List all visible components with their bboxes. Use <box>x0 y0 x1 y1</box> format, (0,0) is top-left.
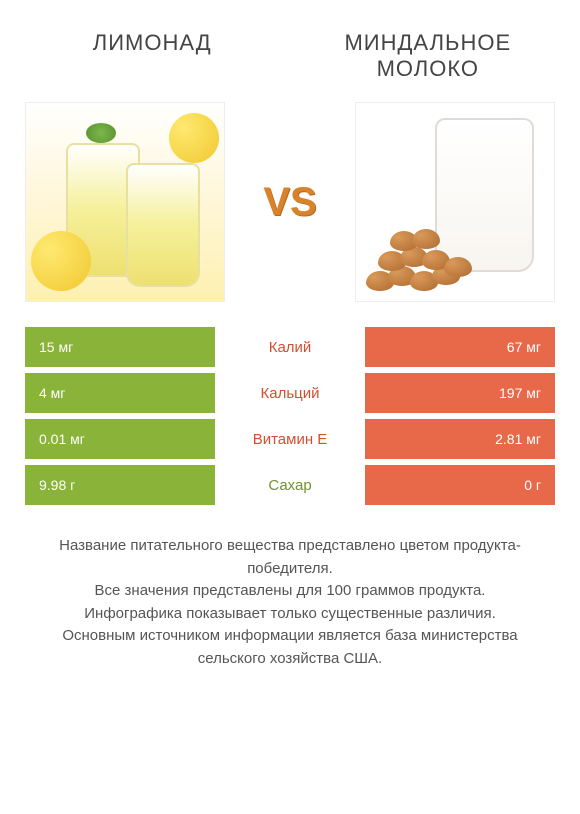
value-right: 2.81 мг <box>365 419 555 459</box>
footer-notes: Название питательного вещества представл… <box>25 535 555 670</box>
footer-line: Название питательного вещества представл… <box>35 535 545 580</box>
nutrient-label: Кальций <box>215 373 365 413</box>
lemon-icon <box>31 231 91 291</box>
comparison-row: 15 мгКалий67 мг <box>25 327 555 367</box>
product-right-title: МИНДАЛЬНОЕ МОЛОКО <box>301 30 555 82</box>
comparison-row: 9.98 гСахар0 г <box>25 465 555 505</box>
comparison-table: 15 мгКалий67 мг 4 мгКальций197 мг 0.01 мгВ… <box>25 327 555 505</box>
lemon-icon <box>169 113 219 163</box>
footer-line: Все значения представлены для 100 граммо… <box>35 580 545 603</box>
value-left: 9.98 г <box>25 465 215 505</box>
nutrient-label: Витамин E <box>215 419 365 459</box>
value-right: 67 мг <box>365 327 555 367</box>
footer-line: Основным источником информации является … <box>35 625 545 670</box>
value-right: 197 мг <box>365 373 555 413</box>
nutrient-label: Калий <box>215 327 365 367</box>
value-left: 0.01 мг <box>25 419 215 459</box>
mint-icon <box>86 123 116 143</box>
value-left: 15 мг <box>25 327 215 367</box>
value-right: 0 г <box>365 465 555 505</box>
comparison-row: 0.01 мгВитамин E2.81 мг <box>25 419 555 459</box>
almonds-icon <box>366 221 486 291</box>
nutrient-label: Сахар <box>215 465 365 505</box>
value-left: 4 мг <box>25 373 215 413</box>
product-left-title: ЛИМОНАД <box>25 30 279 56</box>
footer-line: Инфографика показывает только существенн… <box>35 603 545 626</box>
images-row: VS <box>25 102 555 302</box>
product-left-image <box>25 102 225 302</box>
vs-label: VS <box>263 180 316 225</box>
product-right-image <box>355 102 555 302</box>
titles-row: ЛИМОНАД МИНДАЛЬНОЕ МОЛОКО <box>25 30 555 82</box>
comparison-row: 4 мгКальций197 мг <box>25 373 555 413</box>
